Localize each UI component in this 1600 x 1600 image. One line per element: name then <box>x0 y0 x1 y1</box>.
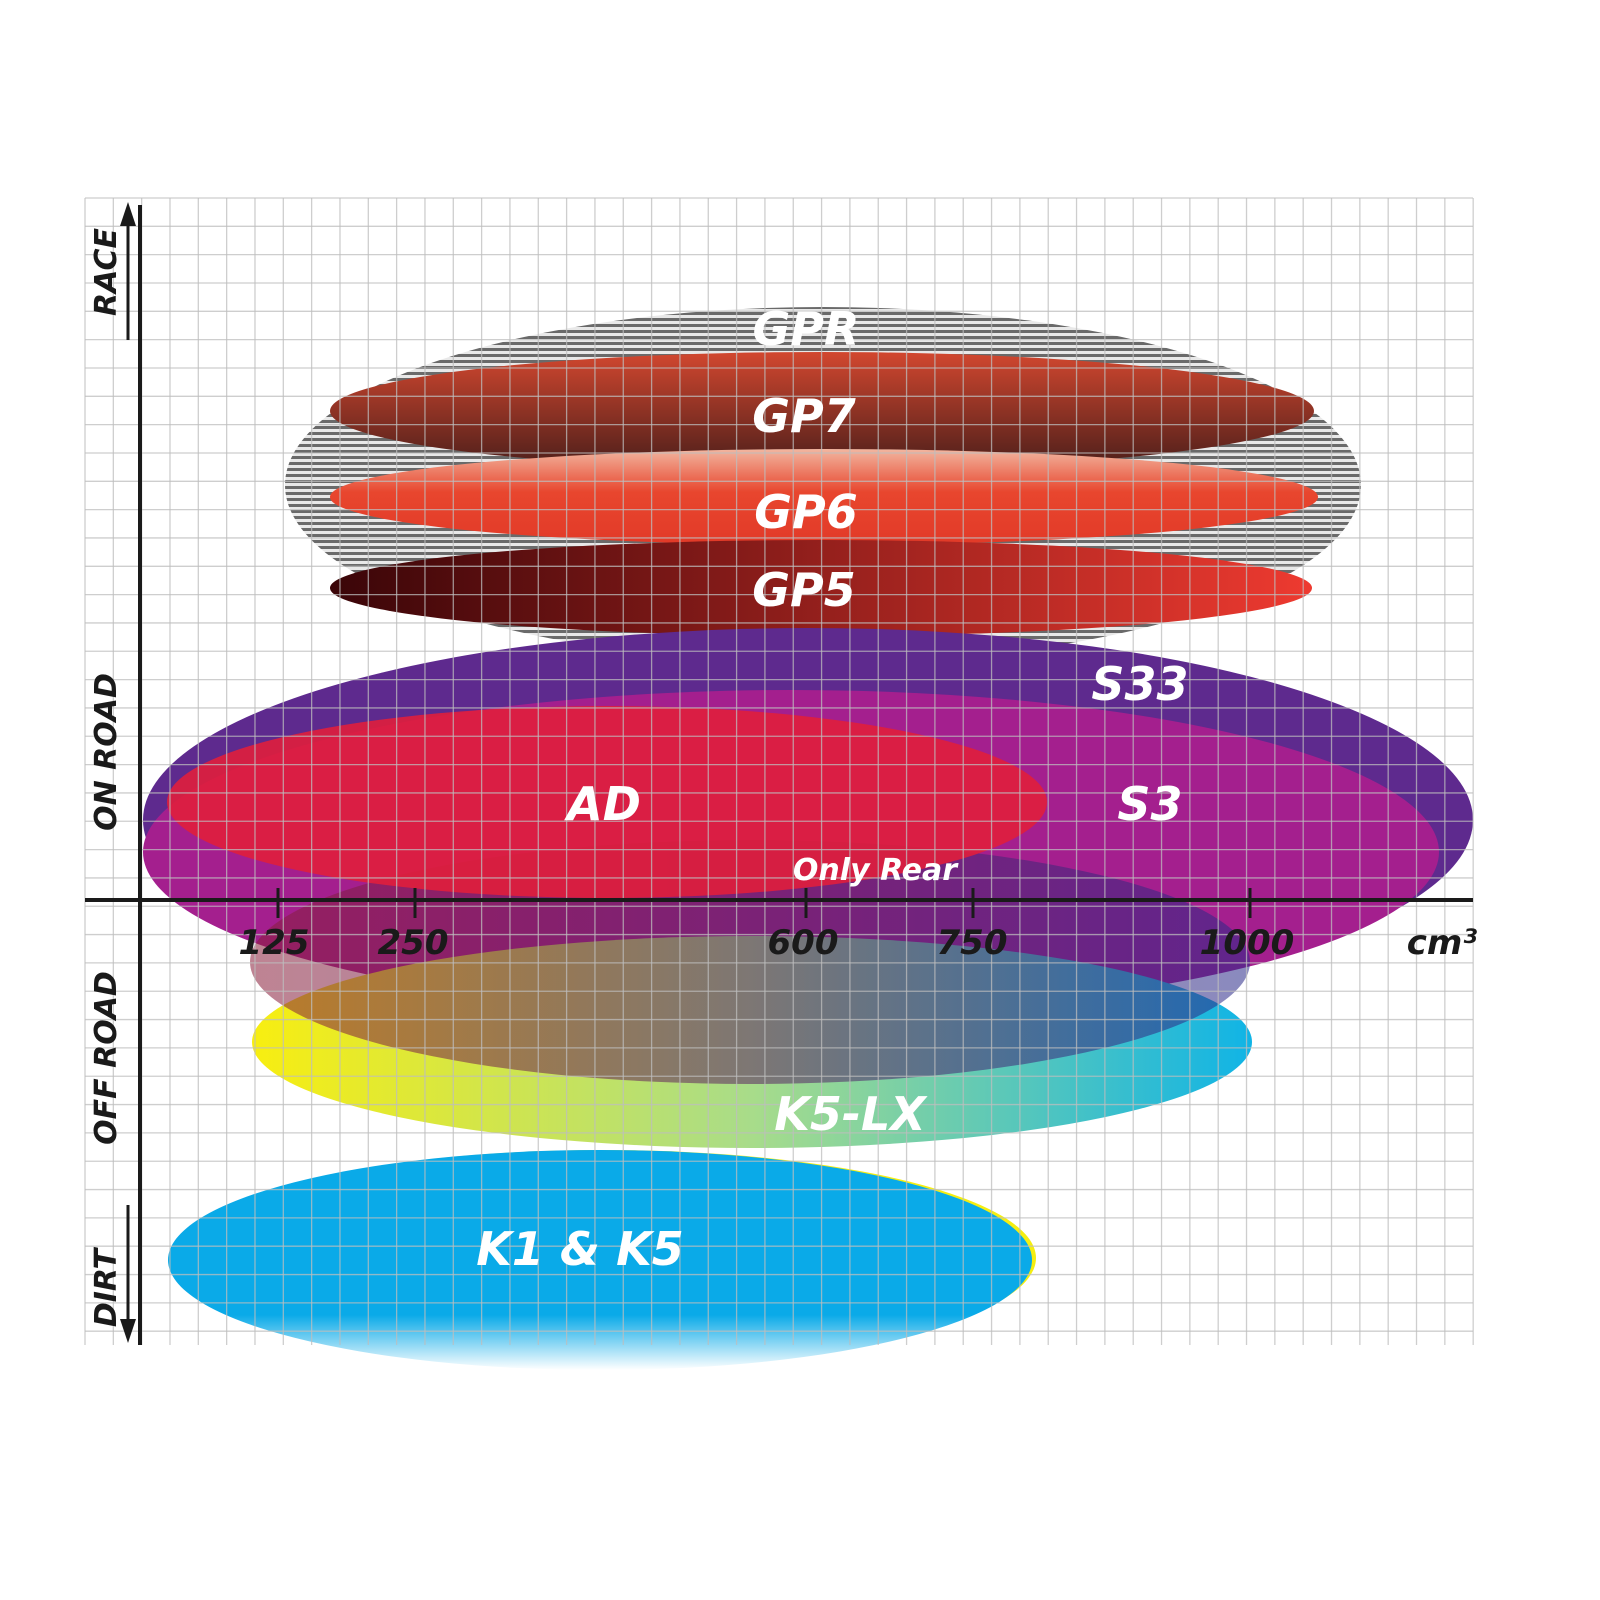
label-gpr: GPR <box>753 302 860 356</box>
tick-label-125: 125 <box>239 923 310 963</box>
label-dirt: DIRT <box>89 1246 124 1327</box>
label-gp6: GP6 <box>754 485 857 539</box>
label-gp5: GP5 <box>752 563 855 617</box>
dirt-arrow-icon <box>120 1205 136 1343</box>
label-off-road: OFF ROAD <box>89 971 124 1145</box>
ellipse-gp6 <box>330 449 1318 545</box>
label-s33: S33 <box>1091 657 1188 711</box>
x-axis-unit: cm³ <box>1407 923 1478 963</box>
tick-label-750: 750 <box>937 923 1008 963</box>
race-arrow-icon <box>120 202 136 340</box>
tick-label-250: 250 <box>378 923 449 963</box>
label-race: RACE <box>89 228 124 316</box>
ellipse-k1k5 <box>168 1150 1032 1370</box>
tick-label-1000: 1000 <box>1200 923 1295 963</box>
label-gp7: GP7 <box>752 389 855 443</box>
label-on-road: ON ROAD <box>89 673 124 831</box>
label-k5lx: K5-LX <box>774 1087 928 1141</box>
label-k1k5: K1 & K5 <box>476 1222 683 1276</box>
label-ad: AD <box>564 777 641 831</box>
tick-label-600: 600 <box>768 923 839 963</box>
grid-lines <box>84 197 1474 1345</box>
x-ticks: 125 250 600 750 1000 cm³ <box>239 888 1478 963</box>
label-only-rear: Only Rear <box>793 853 959 888</box>
label-s3: S3 <box>1117 777 1182 831</box>
